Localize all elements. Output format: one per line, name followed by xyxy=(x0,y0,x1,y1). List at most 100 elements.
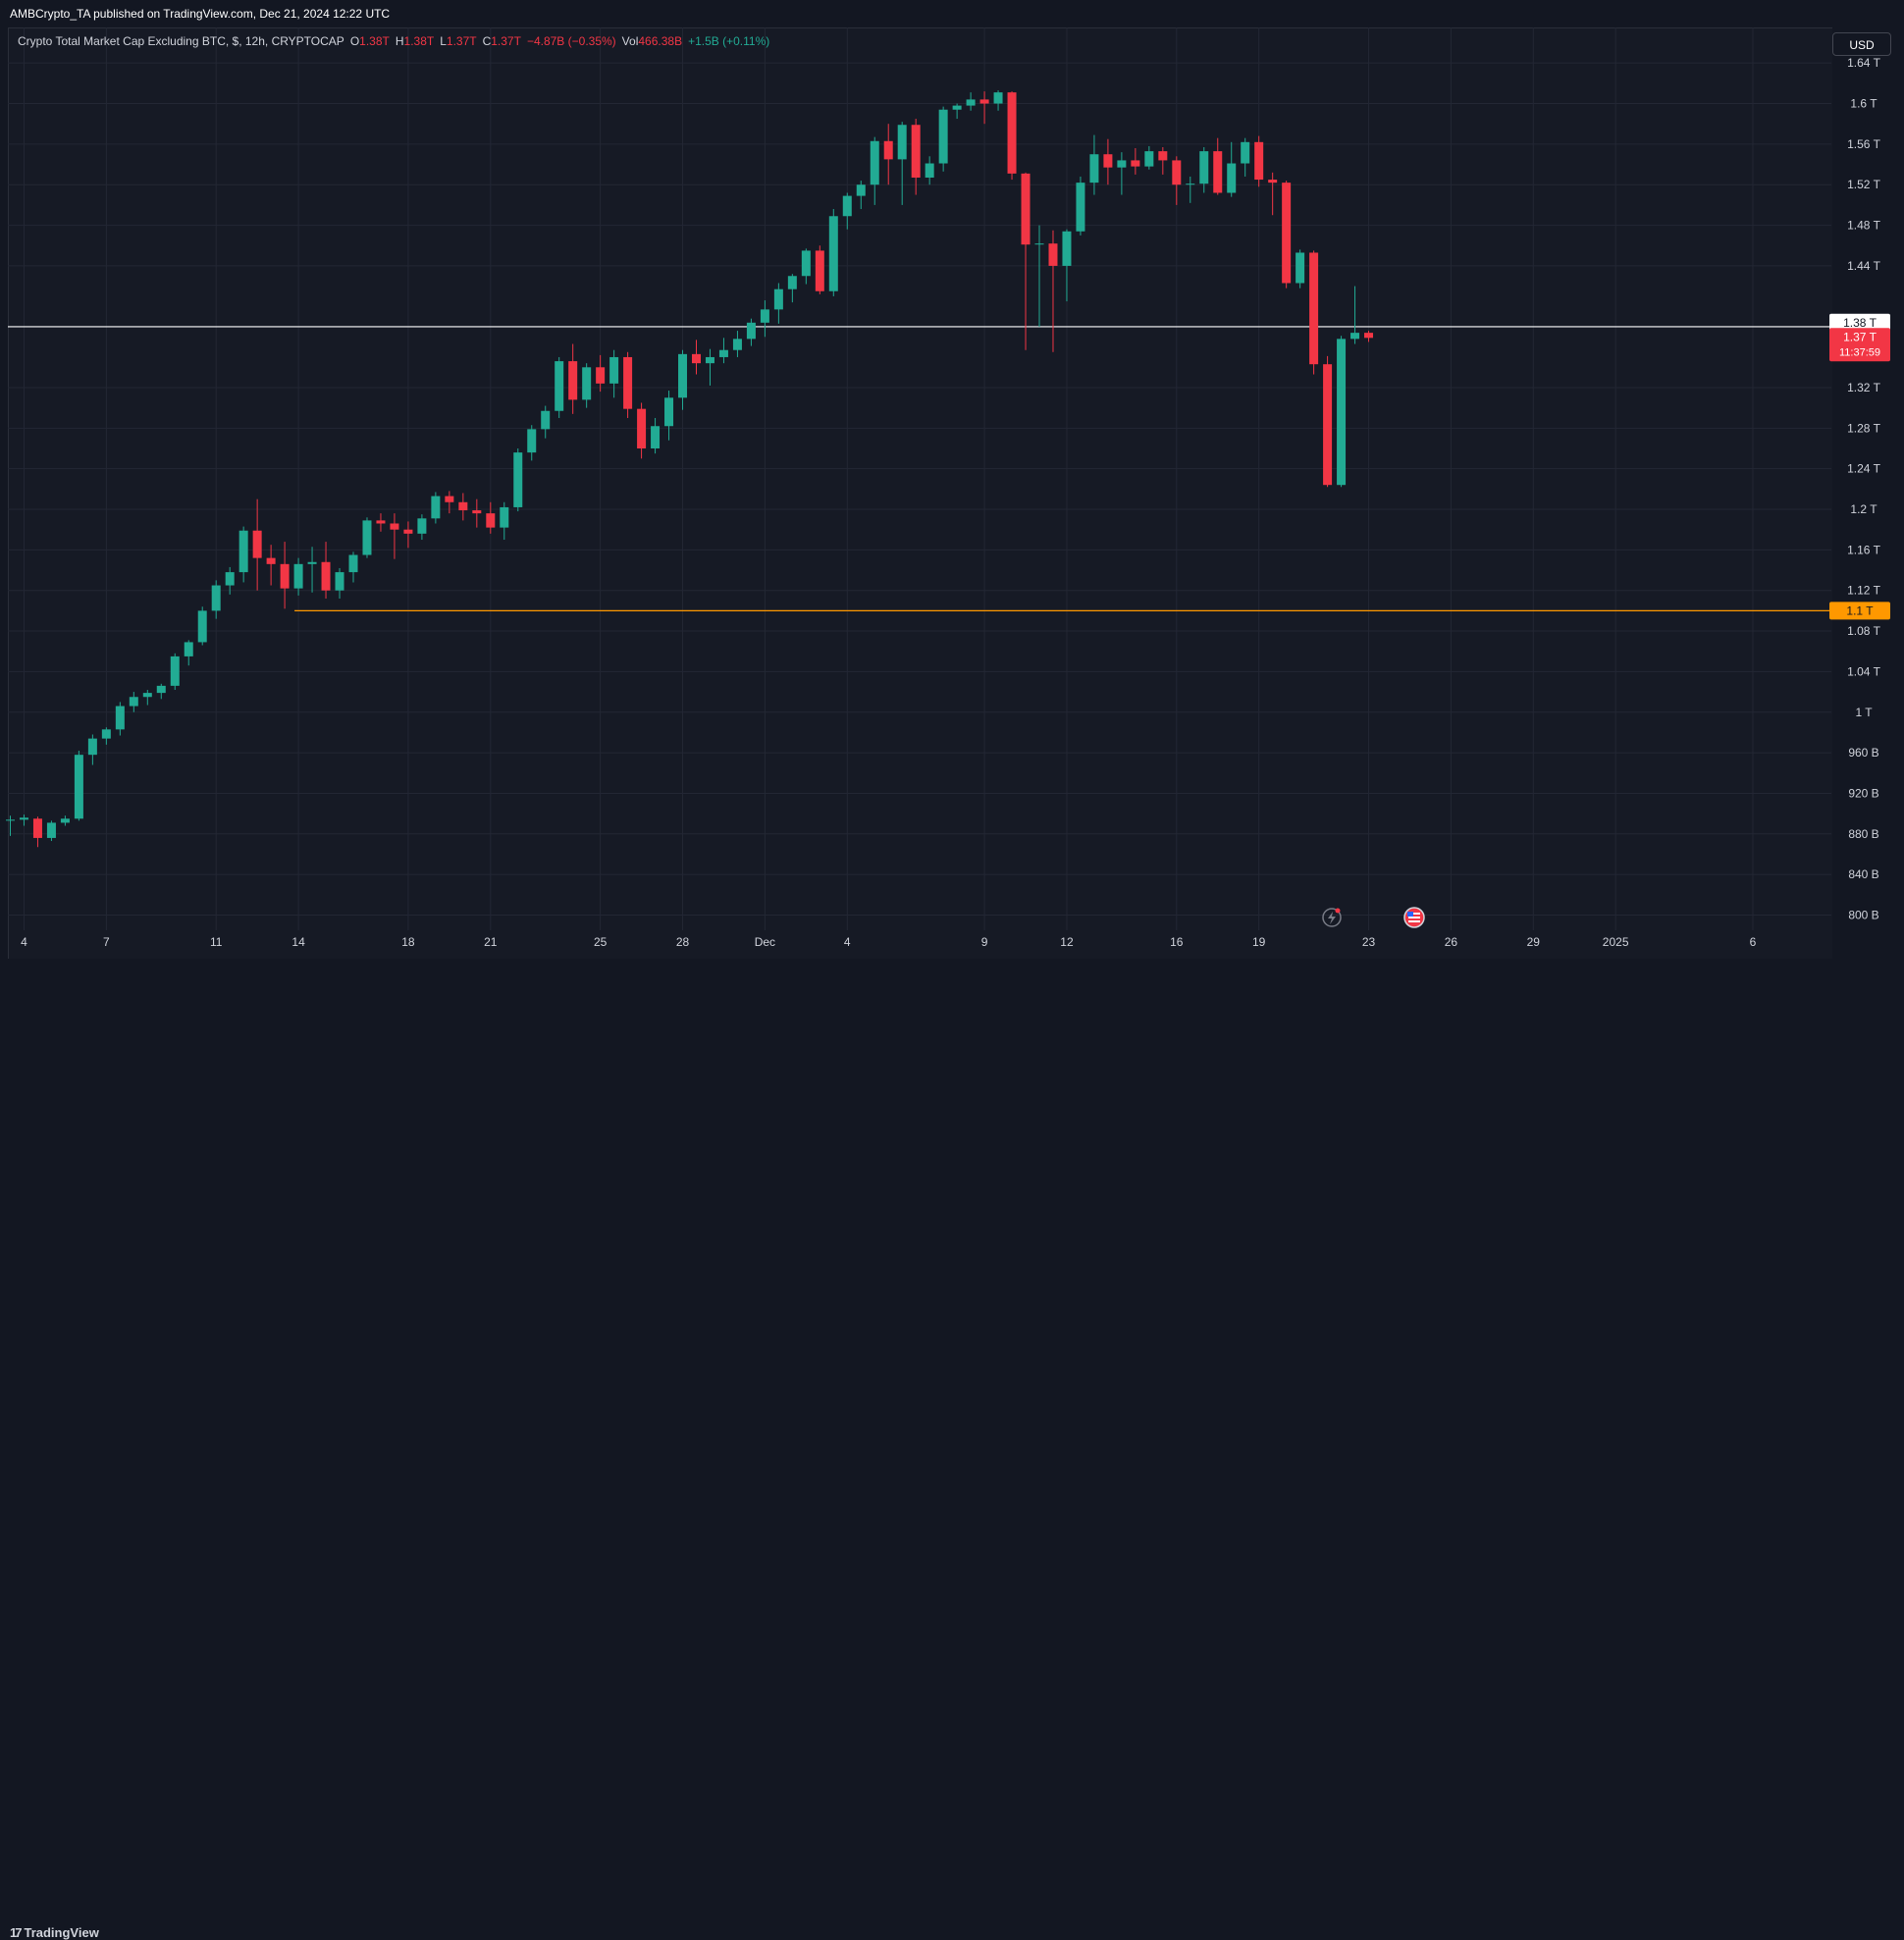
candle xyxy=(952,103,962,120)
horizontal-levels[interactable] xyxy=(8,326,1831,611)
candle-body xyxy=(1103,154,1113,168)
candle xyxy=(1296,249,1305,288)
candle xyxy=(746,318,756,346)
candle-body xyxy=(266,557,276,564)
y-tick-label: 1.2 T xyxy=(1850,502,1878,516)
candle-body xyxy=(211,585,221,611)
candle-body xyxy=(500,506,509,528)
y-tick-label: 800 B xyxy=(1848,908,1878,921)
candle xyxy=(1117,152,1127,195)
candle-body xyxy=(417,518,427,534)
x-tick-label: 23 xyxy=(1362,935,1376,949)
price-axis[interactable]: 800 B 840 B 880 B 920 B 960 B 1 T 1.04 T 1.08 T… xyxy=(1829,56,1890,921)
candle xyxy=(1199,146,1209,193)
candle-body xyxy=(952,105,962,110)
candle-body xyxy=(1337,339,1347,486)
symbol-title[interactable]: Crypto Total Market Cap Excluding BTC, $… xyxy=(18,34,344,48)
price-line-badge[interactable]: 1.38 T xyxy=(1829,313,1890,332)
candle xyxy=(32,816,42,848)
currency-button[interactable]: USD xyxy=(1832,32,1891,56)
candle-body xyxy=(623,356,633,409)
x-tick-label: 18 xyxy=(401,935,415,949)
candle xyxy=(46,820,56,842)
x-tick-label: 2025 xyxy=(1603,935,1629,949)
candle-body xyxy=(870,140,879,185)
candle xyxy=(760,300,769,338)
candle xyxy=(101,727,111,745)
x-tick-label: 29 xyxy=(1527,935,1541,949)
candle-body xyxy=(746,322,756,340)
candle xyxy=(1213,137,1223,195)
candlestick-chart[interactable]: 800 B 840 B 880 B 920 B 960 B 1 T 1.04 T 1.08 T… xyxy=(0,0,1904,991)
candle xyxy=(596,354,606,393)
x-tick-label: 21 xyxy=(484,935,498,949)
candle-body xyxy=(732,339,742,350)
candle xyxy=(678,349,688,410)
support-line-badge[interactable]: 1.1 T xyxy=(1829,602,1890,620)
candle-body xyxy=(1172,160,1182,185)
y-tick-label: 880 B xyxy=(1848,827,1878,841)
x-tick-label: 6 xyxy=(1750,935,1757,949)
x-tick-label: 11 xyxy=(210,935,223,949)
candle-body xyxy=(445,496,454,502)
candle xyxy=(1282,181,1292,288)
candle xyxy=(541,405,551,439)
support-line-badge-bg xyxy=(1829,602,1890,620)
dividend-event-icon[interactable] xyxy=(1322,908,1342,927)
chart-area[interactable] xyxy=(8,27,1832,960)
candle-body xyxy=(1048,243,1058,266)
candle-body xyxy=(376,520,386,524)
candle-body xyxy=(664,397,674,427)
candle xyxy=(307,547,317,593)
candle xyxy=(403,521,413,549)
candle-body xyxy=(1021,173,1031,245)
candle-body xyxy=(307,561,317,564)
x-tick-label: 12 xyxy=(1060,935,1074,949)
candle-body xyxy=(293,563,303,589)
last-price-badge[interactable]: 1.37 T 11:37:59 xyxy=(1829,328,1890,362)
candle-body xyxy=(993,92,1003,104)
time-axis[interactable]: 4 7 11 14 18 21 25 28 Dec 4 9 12 16 19 23 26 29 2025 6 xyxy=(21,935,1756,949)
candle xyxy=(335,567,344,599)
candle-body xyxy=(718,349,728,357)
x-tick-label: 9 xyxy=(981,935,988,949)
tradingview-logo[interactable]: 17 TradingView xyxy=(10,1925,99,1940)
candles xyxy=(6,90,1374,848)
y-tick-label: 1.08 T xyxy=(1847,624,1880,638)
y-tick-label: 960 B xyxy=(1848,746,1878,760)
candle xyxy=(1337,336,1347,488)
candle-body xyxy=(787,276,797,289)
candle xyxy=(74,751,83,821)
candle xyxy=(238,526,248,583)
candle xyxy=(828,209,838,296)
candle xyxy=(348,551,358,583)
candle xyxy=(1254,135,1264,187)
y-tick-label: 1.12 T xyxy=(1847,584,1880,598)
tradingview-logo-text: TradingView xyxy=(24,1925,99,1940)
us-flag-event-icon[interactable] xyxy=(1403,907,1425,928)
candle-body xyxy=(1144,151,1154,167)
candle-body xyxy=(32,818,42,838)
last-price-bg xyxy=(1829,328,1890,362)
candle xyxy=(1034,225,1044,327)
x-tick-label: 26 xyxy=(1445,935,1458,949)
candle xyxy=(486,501,496,534)
candle-body xyxy=(280,563,290,589)
candle-body xyxy=(19,817,28,820)
candle-body xyxy=(1034,243,1044,245)
event-markers[interactable] xyxy=(1322,907,1425,928)
candle-body xyxy=(197,610,207,643)
candle xyxy=(897,122,907,205)
candle xyxy=(445,491,454,514)
candle xyxy=(692,340,701,375)
footer: 17 TradingView xyxy=(0,959,1904,1940)
y-tick-label: 1.04 T xyxy=(1847,664,1880,678)
candle xyxy=(19,814,28,826)
x-tick-label: 7 xyxy=(103,935,110,949)
candle-body xyxy=(760,309,769,323)
open-value: 1.38T xyxy=(359,34,390,48)
candle xyxy=(1350,286,1360,344)
candle xyxy=(293,557,303,596)
candle-body xyxy=(1076,183,1085,232)
low-value: 1.37T xyxy=(446,34,477,48)
